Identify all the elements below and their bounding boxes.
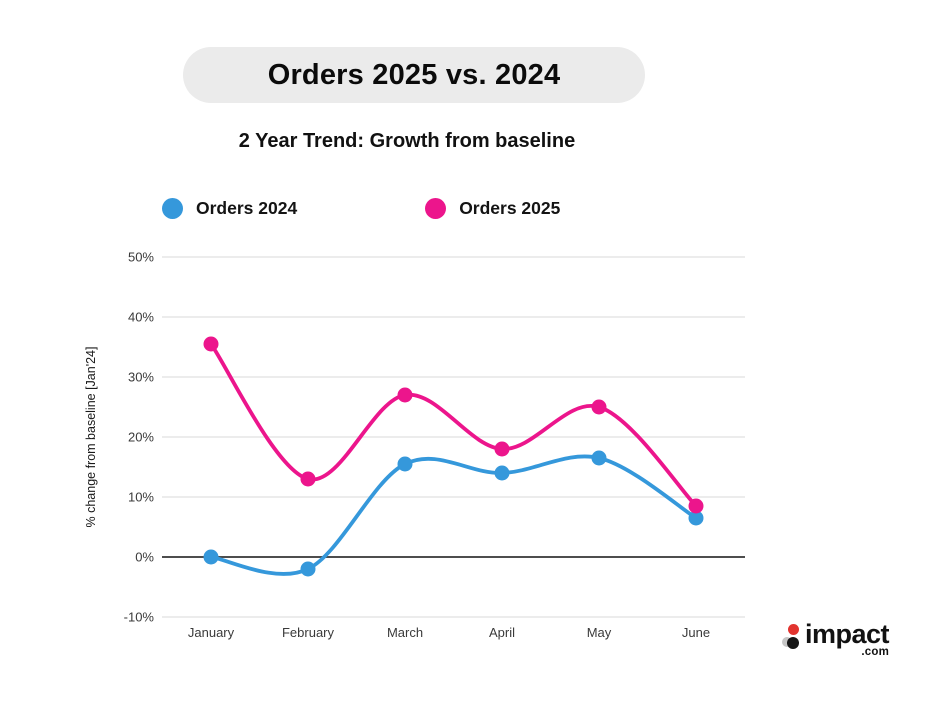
data-point-orders-2025 <box>300 471 316 487</box>
impact-logo: impact .com <box>782 619 890 659</box>
logo-red-dot-icon <box>788 624 799 635</box>
y-tick-label: 40% <box>128 310 154 325</box>
x-tick-label: February <box>282 625 335 640</box>
chart-subtitle: 2 Year Trend: Growth from baseline <box>238 130 576 152</box>
page-title: Orders 2025 vs. 2024 <box>267 58 561 91</box>
data-point-orders-2025 <box>203 336 219 352</box>
legend-item-orders-2025: Orders 2025 <box>425 198 560 219</box>
data-point-orders-2024 <box>300 561 316 577</box>
y-tick-label: -10% <box>124 610 155 625</box>
legend-label-orders-2025: Orders 2025 <box>459 198 561 218</box>
title-pill: Orders 2025 vs. 2024 <box>183 47 645 103</box>
data-point-orders-2025 <box>397 387 413 403</box>
legend-item-orders-2024: Orders 2024 <box>162 198 297 219</box>
x-tick-label: April <box>489 625 515 640</box>
data-point-orders-2024 <box>688 510 704 526</box>
legend-dot-orders-2024-icon <box>162 198 183 219</box>
series-line-orders-2025 <box>209 342 698 508</box>
logo-black-dot-icon <box>787 637 799 649</box>
x-tick-label: May <box>587 625 612 640</box>
legend-dot-orders-2025-icon <box>425 198 447 219</box>
y-tick-label: 20% <box>128 430 154 445</box>
y-axis-title: % change from baseline [Jan'24] <box>84 347 98 528</box>
series-line-orders-2024 <box>209 454 698 576</box>
y-tick-label: 30% <box>128 370 154 385</box>
x-tick-label: January <box>188 625 235 640</box>
logo-suffix: .com <box>861 646 890 658</box>
data-point-orders-2025 <box>591 399 607 415</box>
data-point-orders-2024 <box>494 465 510 481</box>
impact-logo-text: impact .com <box>805 619 890 659</box>
logo-word: impact <box>805 619 890 649</box>
chart-legend: Orders 2024 Orders 2025 <box>162 198 560 219</box>
data-point-orders-2024 <box>203 549 219 565</box>
data-point-orders-2025 <box>494 441 510 457</box>
data-point-orders-2025 <box>688 498 704 514</box>
data-point-orders-2024 <box>397 456 413 472</box>
x-tick-label: March <box>387 625 423 640</box>
data-point-orders-2024 <box>591 450 607 466</box>
y-tick-label: 10% <box>128 490 154 505</box>
x-tick-label: June <box>682 625 710 640</box>
y-tick-label: 50% <box>128 250 154 265</box>
impact-logo-mark-icon <box>782 624 800 651</box>
y-tick-label: 0% <box>135 550 154 565</box>
legend-label-orders-2024: Orders 2024 <box>196 198 298 218</box>
